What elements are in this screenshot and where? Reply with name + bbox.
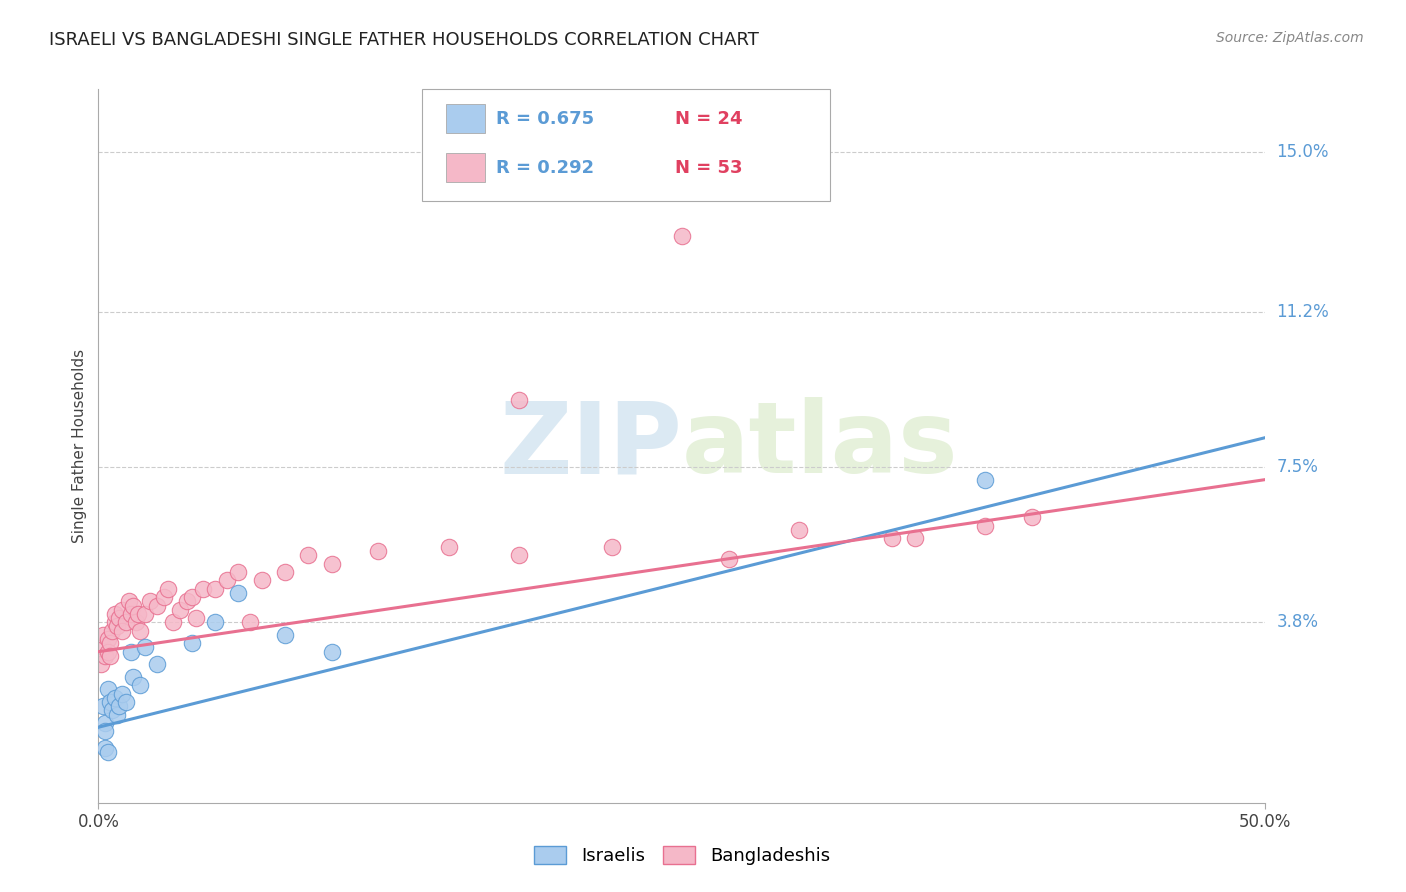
Point bbox=[437, 540, 460, 554]
Point bbox=[104, 615, 127, 630]
Text: Source: ZipAtlas.com: Source: ZipAtlas.com bbox=[1216, 31, 1364, 45]
Point bbox=[250, 574, 273, 588]
Text: 15.0%: 15.0% bbox=[1277, 143, 1329, 161]
Point bbox=[134, 640, 156, 655]
Point bbox=[180, 590, 202, 604]
Point bbox=[104, 690, 127, 705]
Point bbox=[274, 628, 297, 642]
Point bbox=[90, 657, 112, 672]
Point bbox=[97, 682, 120, 697]
Point bbox=[1021, 510, 1043, 524]
Point bbox=[97, 632, 120, 646]
Point bbox=[91, 699, 114, 714]
Point bbox=[297, 548, 319, 562]
Point bbox=[118, 594, 141, 608]
Point bbox=[127, 607, 149, 621]
Text: R = 0.292: R = 0.292 bbox=[496, 159, 595, 177]
Point bbox=[101, 624, 124, 638]
Point bbox=[97, 645, 120, 659]
Point bbox=[146, 599, 169, 613]
Point bbox=[228, 565, 250, 579]
Point bbox=[204, 615, 226, 630]
Point bbox=[134, 607, 156, 621]
Point bbox=[157, 582, 180, 596]
Point bbox=[169, 603, 191, 617]
Point bbox=[115, 615, 138, 630]
Point bbox=[111, 603, 134, 617]
Point bbox=[880, 532, 903, 546]
Point bbox=[186, 611, 208, 625]
Point bbox=[974, 518, 997, 533]
Point bbox=[152, 590, 174, 604]
Text: atlas: atlas bbox=[682, 398, 959, 494]
Point bbox=[367, 544, 389, 558]
Point bbox=[94, 741, 117, 756]
Point bbox=[125, 615, 148, 630]
Point bbox=[974, 473, 997, 487]
Text: ISRAELI VS BANGLADESHI SINGLE FATHER HOUSEHOLDS CORRELATION CHART: ISRAELI VS BANGLADESHI SINGLE FATHER HOU… bbox=[49, 31, 759, 49]
Point bbox=[111, 687, 134, 701]
Point bbox=[104, 607, 127, 621]
Text: 7.5%: 7.5% bbox=[1277, 458, 1319, 476]
Y-axis label: Single Father Households: Single Father Households bbox=[72, 349, 87, 543]
Point bbox=[120, 645, 142, 659]
Point bbox=[91, 628, 114, 642]
Point bbox=[671, 229, 693, 244]
Point bbox=[129, 678, 152, 692]
Point bbox=[508, 548, 530, 562]
Point bbox=[108, 611, 131, 625]
Point bbox=[94, 648, 117, 663]
Point bbox=[204, 582, 226, 596]
Point bbox=[904, 532, 927, 546]
Point bbox=[321, 557, 343, 571]
Point bbox=[176, 594, 198, 608]
Text: 3.8%: 3.8% bbox=[1277, 614, 1319, 632]
Text: 11.2%: 11.2% bbox=[1277, 302, 1329, 321]
Point bbox=[122, 670, 145, 684]
Point bbox=[115, 695, 138, 709]
Point bbox=[508, 392, 530, 407]
Point bbox=[101, 703, 124, 717]
Point bbox=[91, 640, 114, 655]
Point bbox=[111, 624, 134, 638]
Point bbox=[122, 599, 145, 613]
Text: R = 0.675: R = 0.675 bbox=[496, 110, 595, 128]
Point bbox=[162, 615, 184, 630]
Point bbox=[94, 724, 117, 739]
Point bbox=[717, 552, 740, 566]
Point bbox=[105, 619, 128, 633]
Point bbox=[228, 586, 250, 600]
Point bbox=[98, 695, 121, 709]
Point bbox=[105, 707, 128, 722]
Point bbox=[600, 540, 623, 554]
Point bbox=[94, 716, 117, 731]
Point bbox=[146, 657, 169, 672]
Legend: Israelis, Bangladeshis: Israelis, Bangladeshis bbox=[527, 838, 837, 872]
Text: ZIP: ZIP bbox=[499, 398, 682, 494]
Point bbox=[180, 636, 202, 650]
Point bbox=[98, 648, 121, 663]
Point bbox=[215, 574, 238, 588]
Point bbox=[139, 594, 162, 608]
Point bbox=[108, 699, 131, 714]
Point bbox=[787, 523, 810, 537]
Point bbox=[120, 607, 142, 621]
Point bbox=[97, 746, 120, 760]
Text: N = 24: N = 24 bbox=[675, 110, 742, 128]
Point bbox=[98, 636, 121, 650]
Point bbox=[239, 615, 262, 630]
Point bbox=[193, 582, 215, 596]
Point bbox=[129, 624, 152, 638]
Point bbox=[274, 565, 297, 579]
Text: N = 53: N = 53 bbox=[675, 159, 742, 177]
Point bbox=[321, 645, 343, 659]
